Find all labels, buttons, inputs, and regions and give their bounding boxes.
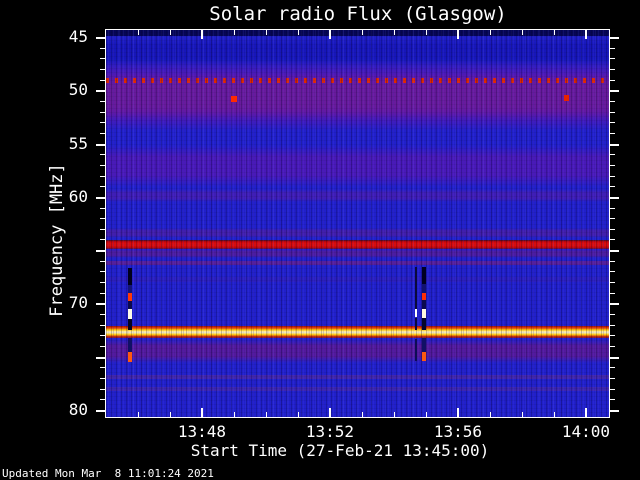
y-minor-tick: [610, 335, 615, 336]
emission-band: [106, 249, 609, 259]
y-axis-title: Frequency [MHz]: [47, 163, 67, 317]
burst-segment: [422, 300, 427, 309]
point-source-blob: [563, 94, 569, 101]
emission-band: [106, 144, 609, 188]
y-major-tick: [96, 357, 105, 359]
y-minor-tick: [610, 176, 615, 177]
y-minor-tick: [610, 399, 615, 400]
burst-segment: [127, 300, 132, 310]
x-tick-label: 13:56: [433, 422, 483, 441]
burst-segment: [415, 267, 418, 309]
burst-segment: [422, 292, 427, 301]
emission-band: [106, 387, 609, 391]
y-major-tick: [610, 90, 619, 92]
burst-segment: [415, 317, 418, 330]
y-minor-tick: [610, 48, 615, 49]
y-tick-label: 50: [68, 80, 88, 100]
y-major-tick: [96, 410, 105, 412]
burst-segment: [422, 351, 427, 362]
y-major-tick: [96, 144, 105, 146]
point-source-blob: [230, 95, 237, 102]
y-minor-tick: [610, 378, 615, 379]
burst-segment: [127, 267, 132, 285]
y-minor-tick: [610, 133, 615, 134]
y-minor-tick: [610, 314, 615, 315]
burst-segment: [422, 267, 427, 285]
radio-bursts-layer: [106, 30, 609, 417]
y-minor-tick: [610, 346, 615, 347]
y-major-tick: [96, 197, 105, 199]
y-major-tick: [610, 144, 619, 146]
y-minor-tick: [610, 80, 615, 81]
emission-band: [106, 338, 609, 364]
y-major-tick: [96, 250, 105, 252]
burst-segment: [422, 318, 427, 330]
y-tick-label: 45: [68, 27, 88, 47]
y-minor-tick: [610, 112, 615, 113]
y-major-tick: [610, 303, 619, 305]
y-minor-tick: [610, 154, 615, 155]
burst-segment: [127, 293, 132, 301]
burst-segment: [127, 352, 132, 362]
y-minor-tick: [610, 282, 615, 283]
burst-segment: [127, 338, 132, 353]
y-minor-tick: [610, 122, 615, 123]
x-tick-label: 13:48: [177, 422, 227, 441]
burst-segment: [422, 284, 427, 293]
y-minor-tick: [610, 208, 615, 209]
y-minor-tick: [610, 165, 615, 166]
y-minor-tick: [610, 293, 615, 294]
burst-segment: [415, 338, 418, 361]
updated-timestamp: Updated Mon Mar 8 11:01:24 2021: [2, 467, 214, 480]
y-minor-tick: [610, 69, 615, 70]
y-minor-tick: [610, 261, 615, 262]
emission-band: [106, 227, 609, 238]
chart-title: Solar radio Flux (Glasgow): [209, 3, 507, 25]
y-major-tick: [96, 37, 105, 39]
x-axis-title: Start Time (27-Feb-21 13:45:00): [190, 441, 490, 460]
burst-segment: [127, 318, 132, 330]
y-minor-tick: [610, 239, 615, 240]
burst-segment: [422, 338, 427, 352]
burst-segment: [127, 309, 132, 319]
emission-band: [106, 30, 609, 37]
y-minor-tick: [610, 229, 615, 230]
rfi-dotted-line: [106, 78, 609, 84]
emission-band: [106, 375, 609, 380]
y-minor-tick: [610, 389, 615, 390]
heatmap-bands-layer: [106, 30, 609, 417]
spectrogram-plot: [105, 29, 610, 418]
x-tick-label: 14:00: [561, 422, 611, 441]
y-minor-tick: [610, 58, 615, 59]
y-minor-tick: [610, 186, 615, 187]
y-minor-tick: [610, 271, 615, 272]
y-major-tick: [610, 37, 619, 39]
x-tick-label: 13:52: [305, 422, 355, 441]
y-major-tick: [610, 410, 619, 412]
emission-band: [106, 277, 609, 283]
emission-band: [106, 189, 609, 203]
y-minor-tick: [610, 325, 615, 326]
y-major-tick: [96, 303, 105, 305]
emission-band: [106, 240, 609, 249]
y-major-tick: [610, 250, 619, 252]
y-major-tick: [610, 357, 619, 359]
burst-segment: [127, 284, 132, 294]
y-major-tick: [610, 197, 619, 199]
y-minor-tick: [610, 218, 615, 219]
emission-band: [106, 261, 609, 266]
emission-band: [106, 326, 609, 339]
y-tick-label: 80: [68, 399, 88, 419]
noise-texture: [106, 30, 609, 417]
burst-segment: [415, 309, 418, 318]
y-minor-tick: [610, 101, 615, 102]
y-major-tick: [96, 90, 105, 92]
y-minor-tick: [610, 367, 615, 368]
burst-segment: [422, 308, 427, 319]
